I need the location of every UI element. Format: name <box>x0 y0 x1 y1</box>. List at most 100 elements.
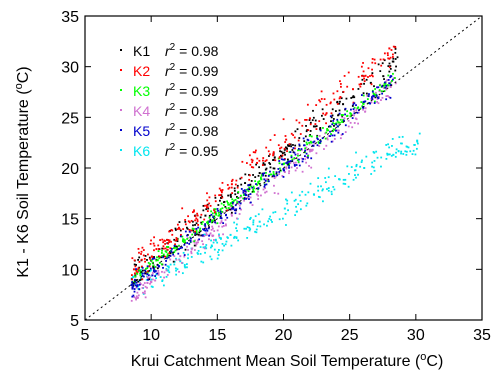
data-point <box>235 223 238 226</box>
data-point <box>131 283 134 285</box>
data-point <box>310 166 313 169</box>
data-point <box>140 278 143 281</box>
data-point <box>199 230 201 232</box>
data-point <box>335 122 338 125</box>
data-point <box>131 287 134 290</box>
data-point <box>338 102 341 105</box>
data-point <box>294 153 297 156</box>
data-point <box>233 187 236 190</box>
data-point <box>354 117 357 120</box>
data-point <box>249 218 251 220</box>
data-point <box>286 162 289 165</box>
data-point <box>386 79 389 82</box>
data-point <box>213 208 216 211</box>
data-point <box>284 153 286 156</box>
data-point <box>385 95 388 98</box>
data-point <box>250 158 253 161</box>
data-point <box>222 204 225 206</box>
data-point <box>309 150 312 153</box>
data-point <box>186 234 189 237</box>
data-point <box>322 118 325 120</box>
data-point <box>289 151 292 153</box>
data-point <box>204 246 207 249</box>
data-point <box>236 217 238 220</box>
data-point <box>370 83 373 86</box>
data-point <box>218 213 221 216</box>
data-point <box>357 88 360 90</box>
data-point <box>315 128 318 130</box>
data-point <box>257 181 260 183</box>
data-point <box>352 95 355 97</box>
data-point <box>211 234 214 237</box>
data-point <box>341 133 344 135</box>
data-point <box>221 181 224 184</box>
data-point <box>344 178 347 181</box>
data-point <box>305 125 307 127</box>
data-point <box>283 148 286 151</box>
data-point <box>258 172 261 175</box>
data-point <box>368 93 370 95</box>
data-point <box>344 124 347 127</box>
legend-r2: r2 = 0.98 <box>165 102 219 119</box>
data-point <box>137 258 140 261</box>
data-point <box>288 163 291 165</box>
data-point <box>158 265 160 267</box>
data-point <box>386 54 389 57</box>
data-point <box>265 146 268 149</box>
data-point <box>152 264 155 267</box>
data-point <box>279 150 281 153</box>
data-point <box>290 191 293 194</box>
data-point <box>284 141 287 143</box>
data-point <box>398 136 401 139</box>
data-point <box>353 96 356 99</box>
data-point <box>264 187 267 190</box>
data-point <box>270 219 273 221</box>
data-point <box>363 82 365 85</box>
data-point <box>362 102 364 105</box>
data-point <box>190 219 193 222</box>
data-point <box>218 236 221 239</box>
data-point <box>223 244 226 247</box>
data-point <box>373 160 376 162</box>
data-point <box>199 246 202 248</box>
data-point <box>292 151 295 154</box>
x-tick-label: 5 <box>81 327 90 344</box>
data-point <box>167 265 170 268</box>
data-point <box>380 99 382 101</box>
data-point <box>331 108 334 111</box>
data-point <box>166 255 168 258</box>
data-point <box>364 100 367 103</box>
data-point <box>336 129 339 132</box>
data-point <box>370 74 373 77</box>
data-point <box>141 272 144 275</box>
data-point <box>369 75 371 77</box>
data-point <box>175 257 177 260</box>
data-point <box>292 134 295 136</box>
data-point <box>169 247 172 250</box>
data-point <box>304 147 307 150</box>
data-point <box>384 81 386 84</box>
data-point <box>316 144 319 147</box>
data-point <box>165 275 168 278</box>
data-point <box>178 244 180 247</box>
data-point <box>391 145 393 147</box>
data-point <box>248 184 250 187</box>
data-point <box>195 241 198 244</box>
data-point <box>195 232 198 235</box>
data-point <box>184 219 187 221</box>
data-point <box>204 225 207 227</box>
data-point <box>297 158 300 161</box>
data-point <box>292 162 295 164</box>
data-point <box>350 97 353 99</box>
data-point <box>290 132 293 135</box>
data-point <box>195 244 197 247</box>
data-point <box>131 286 134 289</box>
data-point <box>222 225 225 227</box>
data-point <box>141 286 144 289</box>
data-point <box>136 285 138 288</box>
data-point <box>308 143 311 146</box>
data-point <box>145 278 148 281</box>
data-point <box>306 143 309 146</box>
data-point <box>295 210 298 213</box>
data-point <box>150 255 153 258</box>
